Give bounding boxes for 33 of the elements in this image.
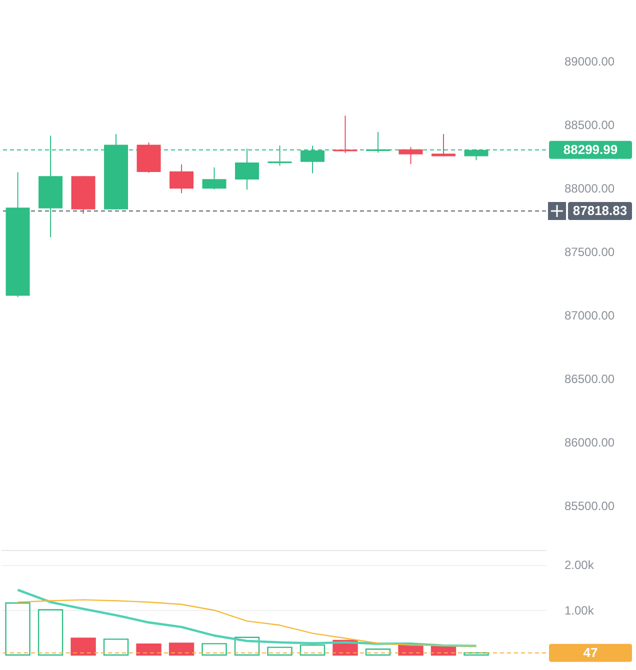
bar <box>38 609 64 656</box>
y-tick-label: 2.00k <box>564 558 595 572</box>
y-tick-label: 86500.00 <box>564 372 615 386</box>
bar <box>70 638 96 656</box>
y-tick-label: 85500.00 <box>564 499 615 514</box>
bar <box>234 636 260 656</box>
bar <box>267 646 292 656</box>
line-series <box>16 588 478 648</box>
candlestick <box>432 134 456 157</box>
line-series <box>17 599 477 647</box>
ref-line-label: 88299.99 <box>563 142 618 157</box>
bar <box>464 652 489 656</box>
bar <box>365 648 391 656</box>
candlestick <box>398 146 423 165</box>
y-tick-label: 1.00k <box>564 603 595 618</box>
y-tick-label: 86000.00 <box>564 436 615 450</box>
bar <box>136 644 162 656</box>
bar <box>103 638 129 656</box>
bar <box>202 643 227 656</box>
bar <box>5 602 30 656</box>
bar <box>398 644 424 656</box>
y-tick-label: 87500.00 <box>564 245 615 259</box>
y-tick-label: 87000.00 <box>564 308 615 323</box>
y-tick-label: 88000.00 <box>564 181 615 196</box>
bar <box>168 642 194 656</box>
candlestick <box>202 166 226 190</box>
y-tick-label: 88500.00 <box>564 118 615 132</box>
ref-line-label: 87818.83 <box>572 203 628 218</box>
bar <box>300 644 326 656</box>
candlestick <box>333 115 358 154</box>
y-tick-label: 89000.00 <box>564 54 615 68</box>
candlestick <box>170 164 194 194</box>
ref-line-label: 47 <box>583 644 598 660</box>
